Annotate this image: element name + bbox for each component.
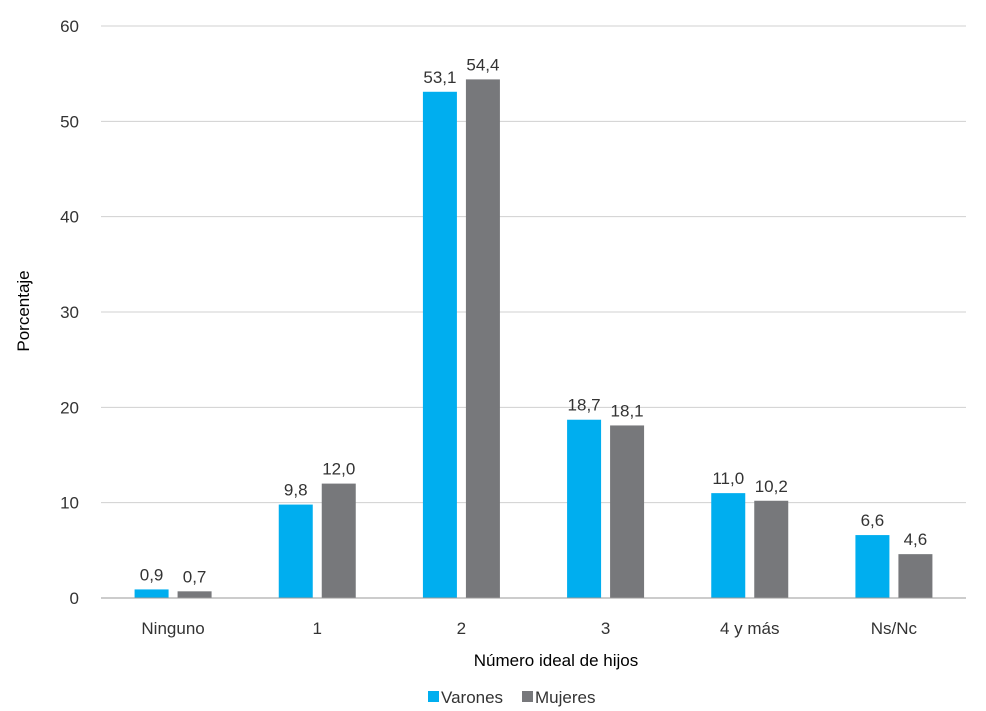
legend: Varones Mujeres <box>428 688 595 707</box>
bars <box>135 79 933 598</box>
data-label: 10,2 <box>755 477 788 496</box>
y-tick-label: 10 <box>60 494 79 513</box>
bar-mujeres <box>322 484 356 598</box>
bar-mujeres <box>466 79 500 598</box>
y-tick-label: 0 <box>70 589 79 608</box>
x-tick-label: 3 <box>601 619 610 638</box>
data-label: 11,0 <box>712 469 744 488</box>
data-label: 9,8 <box>284 481 308 500</box>
data-label: 0,9 <box>140 565 164 584</box>
data-label: 4,6 <box>904 530 928 549</box>
data-label: 6,6 <box>861 511 885 530</box>
legend-swatch <box>522 691 533 702</box>
x-tick-label: 4 y más <box>720 619 780 638</box>
bar-varones <box>423 92 457 598</box>
legend-label: Mujeres <box>535 688 595 707</box>
bar-varones <box>135 589 169 598</box>
x-tick-label: Ninguno <box>141 619 204 638</box>
y-tick-label: 40 <box>60 208 79 227</box>
data-labels: 0,9 0,7 9,8 12,0 53,1 54,4 18,7 18,1 11,0 10,2 6,6… <box>140 55 927 586</box>
legend-swatch <box>428 691 439 702</box>
gridlines <box>101 26 966 503</box>
y-tick-label: 50 <box>60 112 79 131</box>
bar-varones <box>711 493 745 598</box>
data-label: 53,1 <box>423 68 456 87</box>
bar-varones <box>855 535 889 598</box>
data-label: 0,7 <box>183 567 207 586</box>
bar-mujeres <box>754 501 788 598</box>
x-tick-label: 1 <box>313 619 322 638</box>
bar-mujeres <box>898 554 932 598</box>
y-axis-ticks: 0 10 20 30 40 50 60 <box>60 17 79 608</box>
data-label: 18,1 <box>611 401 644 420</box>
bar-mujeres <box>178 591 212 598</box>
x-tick-label: Ns/Nc <box>871 619 918 638</box>
bar-mujeres <box>610 425 644 598</box>
data-label: 18,7 <box>568 396 601 415</box>
bar-varones <box>567 420 601 598</box>
y-axis-title: Porcentaje <box>14 270 33 351</box>
y-tick-label: 30 <box>60 303 79 322</box>
y-tick-label: 20 <box>60 398 79 417</box>
bar-varones <box>279 505 313 598</box>
x-tick-label: 2 <box>457 619 466 638</box>
x-axis-ticks: Ninguno 1 2 3 4 y más Ns/Nc <box>141 619 917 638</box>
y-tick-label: 60 <box>60 17 79 36</box>
data-label: 54,4 <box>466 55 499 74</box>
x-axis-title: Número ideal de hijos <box>474 651 638 670</box>
data-label: 12,0 <box>322 460 355 479</box>
legend-label: Varones <box>441 688 503 707</box>
